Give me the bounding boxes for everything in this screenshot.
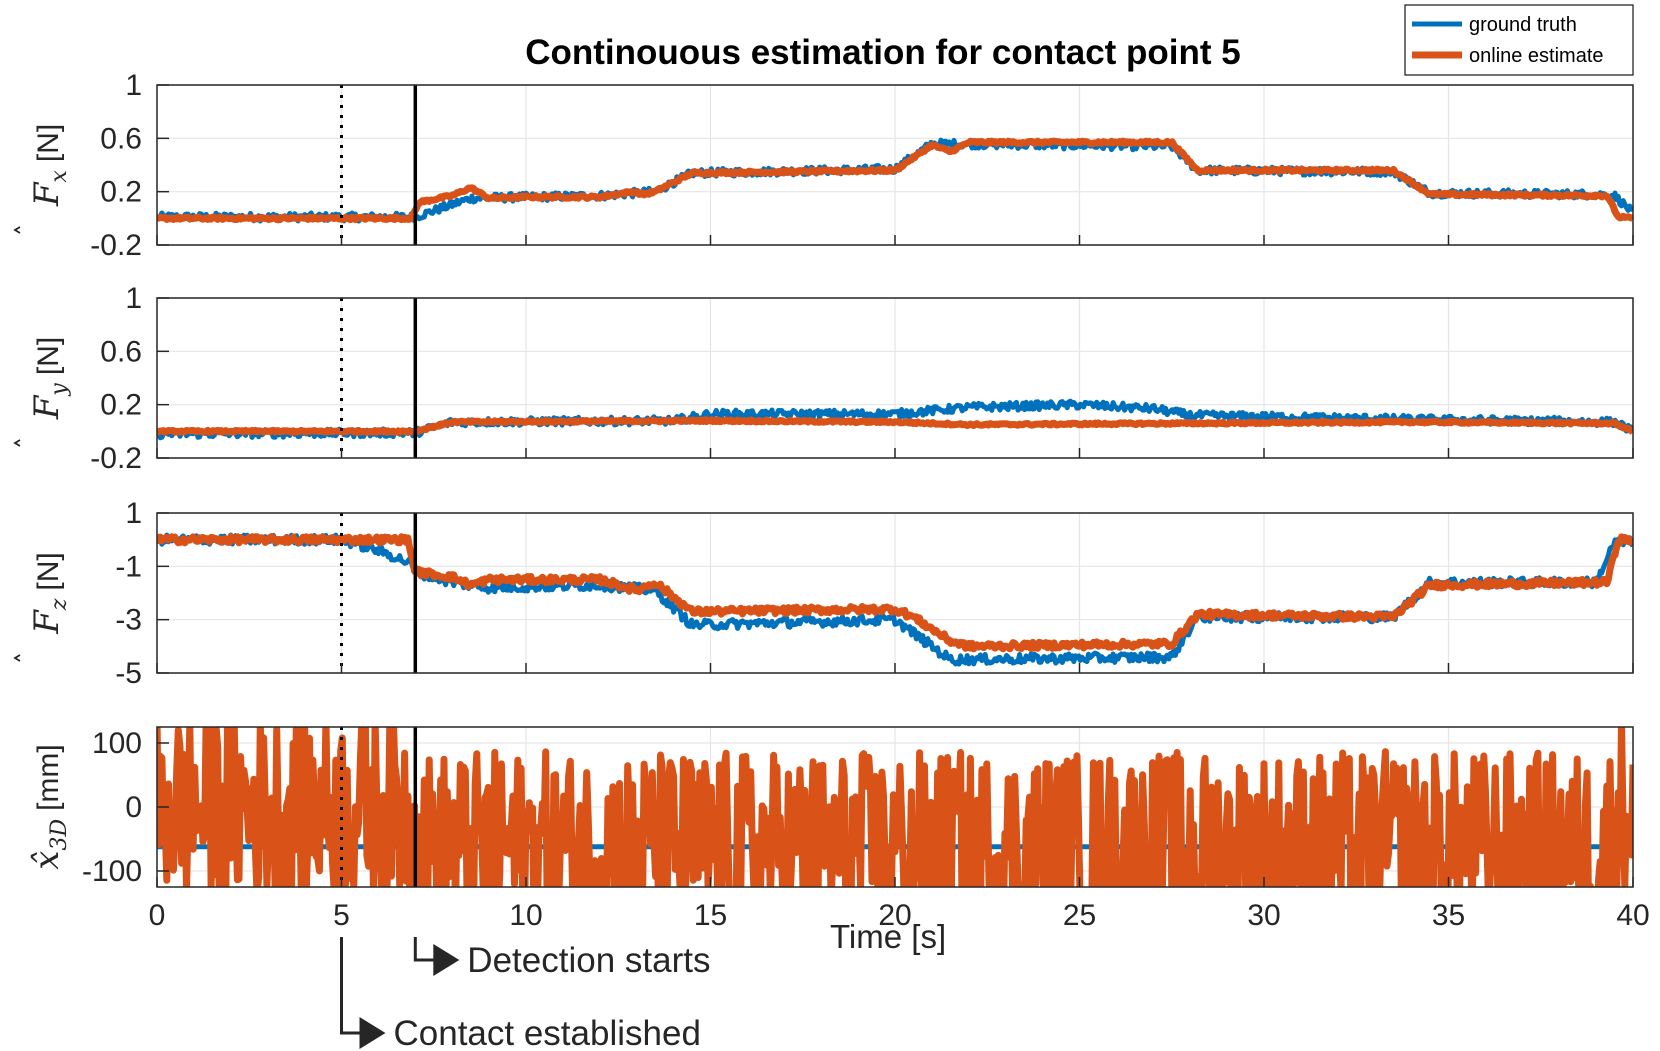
y-label-hat [13, 439, 21, 447]
series-line-online-estimate [157, 416, 1633, 436]
y-tick-label: 0.6 [100, 122, 142, 155]
x-tick-label: 30 [1247, 899, 1280, 932]
subplot-4: -100 0 100 x̂3D [mm] [27, 726, 1634, 888]
x-tick-label: 5 [333, 899, 350, 932]
detection-annotation-label: Detection starts [467, 941, 710, 980]
legend-entry: ground truth [1469, 14, 1577, 36]
y-tick-label: -5 [115, 657, 142, 690]
y-tick-label: 0.2 [100, 176, 142, 209]
annotations-group: Detection starts Contact established [340, 937, 710, 1051]
y-label-unit: [N] [32, 552, 65, 590]
y-label-subscript: x [47, 170, 72, 183]
y-label-subscript: y [47, 383, 72, 397]
series-group [157, 532, 1633, 667]
y-tick-label: -3 [115, 604, 142, 637]
y-label-symbol: x̂ [27, 851, 67, 870]
y-axis-label: x̂3D [mm] [27, 744, 72, 869]
x-tick-label: 20 [878, 899, 911, 932]
series-line-online-estimate [157, 533, 1633, 653]
series-group [157, 137, 1633, 224]
x-tick-label: 15 [694, 899, 727, 932]
legend-entry: online estimate [1469, 45, 1604, 67]
y-tick-label: 1 [125, 69, 142, 102]
subplot-3: -5 -3 -1 1 Fz [N] [13, 497, 1634, 690]
y-tick-label: -100 [82, 855, 142, 888]
series-line-online-estimate [157, 137, 1633, 224]
contact-annotation-label: Contact established [394, 1014, 701, 1051]
y-label-symbol: F [27, 609, 67, 635]
x-axis-label: Time [s] [830, 918, 946, 955]
x-tick-label: 10 [509, 899, 542, 932]
detection-annotation-connector [413, 937, 436, 962]
y-label-subscript: 3D [47, 819, 72, 851]
legend: ground truth online estimate [1404, 4, 1634, 76]
x-tick-label: 35 [1432, 899, 1465, 932]
series-group [157, 398, 1633, 441]
y-label-unit: [mm] [32, 744, 65, 811]
subplot-1: -0.2 0.2 0.6 1 Fx [N] [13, 69, 1634, 262]
y-tick-label: 0.6 [100, 335, 142, 368]
series-group [157, 727, 1633, 887]
y-axis-label: Fy [N] [27, 337, 72, 420]
y-tick-label: -0.2 [90, 442, 142, 475]
y-axis-label: Fx [N] [27, 124, 72, 207]
legend-box [1404, 4, 1634, 76]
chart-title: Continouous estimation for contact point… [525, 33, 1241, 72]
y-tick-label: 0 [125, 791, 142, 824]
detection-annotation-arrow-icon [433, 944, 460, 976]
subplots-group: -0.2 0.2 0.6 1 Fx [N] -0.2 0.2 0.6 1 Fy [N] -5 -3 -1 1 F… [13, 69, 1650, 932]
y-tick-label: 1 [125, 282, 142, 315]
x-tick-label: 25 [1063, 899, 1096, 932]
y-tick-label: 0.2 [100, 389, 142, 422]
y-axis-label: Fz [N] [27, 552, 72, 635]
y-label-unit: [N] [32, 124, 65, 162]
contact-annotation-arrow-icon [359, 1017, 386, 1049]
series-line-ground-truth [157, 398, 1633, 441]
x-tick-label: 0 [149, 899, 166, 932]
y-tick-label: -1 [115, 550, 142, 583]
y-label-unit: [N] [32, 337, 65, 375]
y-label-symbol: F [27, 394, 67, 420]
contact-annotation-connector [340, 937, 362, 1035]
subplot-2: -0.2 0.2 0.6 1 Fy [N] [13, 282, 1634, 475]
y-label-symbol: F [27, 181, 67, 207]
y-label-hat [13, 226, 21, 234]
y-label-hat [13, 654, 21, 662]
y-tick-label: 1 [125, 497, 142, 530]
y-tick-label: -0.2 [90, 229, 142, 262]
x-tick-label: 40 [1616, 899, 1649, 932]
y-tick-label: 100 [92, 727, 142, 760]
y-label-subscript: z [47, 598, 72, 611]
series-line-online-estimate [157, 727, 1633, 887]
